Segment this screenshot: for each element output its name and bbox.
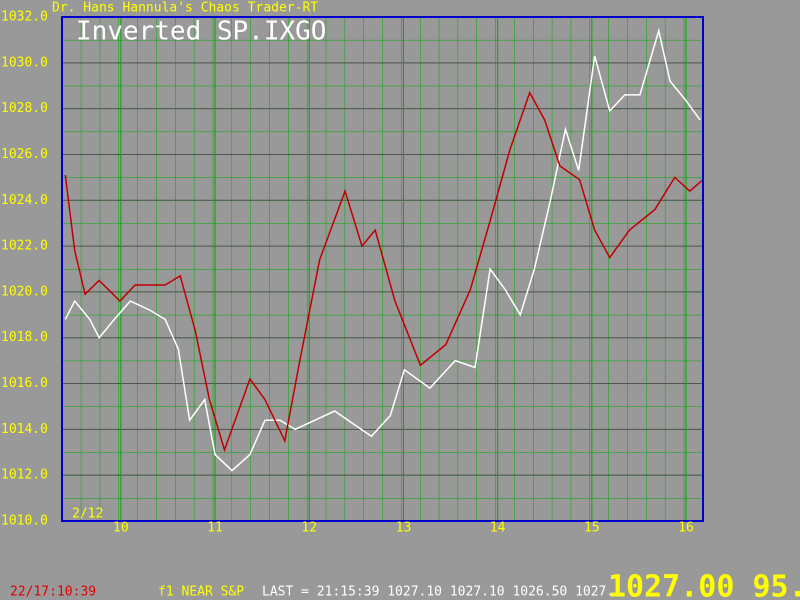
series-line: [64, 27, 701, 472]
y-tick-label: 1026.0: [1, 147, 48, 162]
y-tick-label: 1018.0: [1, 330, 48, 345]
x-tick-label: 15: [584, 521, 600, 536]
symbol: f1 NEAR S&P: [158, 585, 244, 600]
last-quote: LAST = 21:15:39 1027.10 1027.10 1026.50 …: [262, 585, 614, 600]
minor-grid: [62, 17, 703, 521]
x-tick-label: 16: [678, 521, 694, 536]
clock: 22/17:10:39: [10, 585, 96, 600]
app-title: Dr. Hans Hannula's Chaos Trader-RT: [52, 1, 318, 16]
y-tick-label: 1012.0: [1, 468, 48, 483]
x-tick-label: 14: [490, 521, 506, 536]
y-tick-label: 1030.0: [1, 55, 48, 70]
x-tick-label: 12: [301, 521, 317, 536]
y-tick-label: 1028.0: [1, 101, 48, 116]
series-line: [64, 90, 704, 453]
y-tick-label: 1022.0: [1, 239, 48, 254]
y-tick-label: 1016.0: [1, 376, 48, 391]
y-tick-label: 1020.0: [1, 284, 48, 299]
x-tick-label: 13: [396, 521, 412, 536]
chart-title: Inverted SP.IXGO: [76, 17, 326, 47]
y-tick-label: 1010.0: [1, 514, 48, 529]
plot-border: [61, 16, 704, 522]
y-tick-label: 1032.0: [1, 10, 48, 25]
y-tick-label: 1024.0: [1, 193, 48, 208]
y-tick-label: 1014.0: [1, 422, 48, 437]
big-quote: 1027.00 95.0: [608, 570, 800, 600]
annotation: 2/12: [72, 507, 103, 522]
x-tick-label: 10: [113, 521, 129, 536]
x-tick-label: 11: [207, 521, 223, 536]
